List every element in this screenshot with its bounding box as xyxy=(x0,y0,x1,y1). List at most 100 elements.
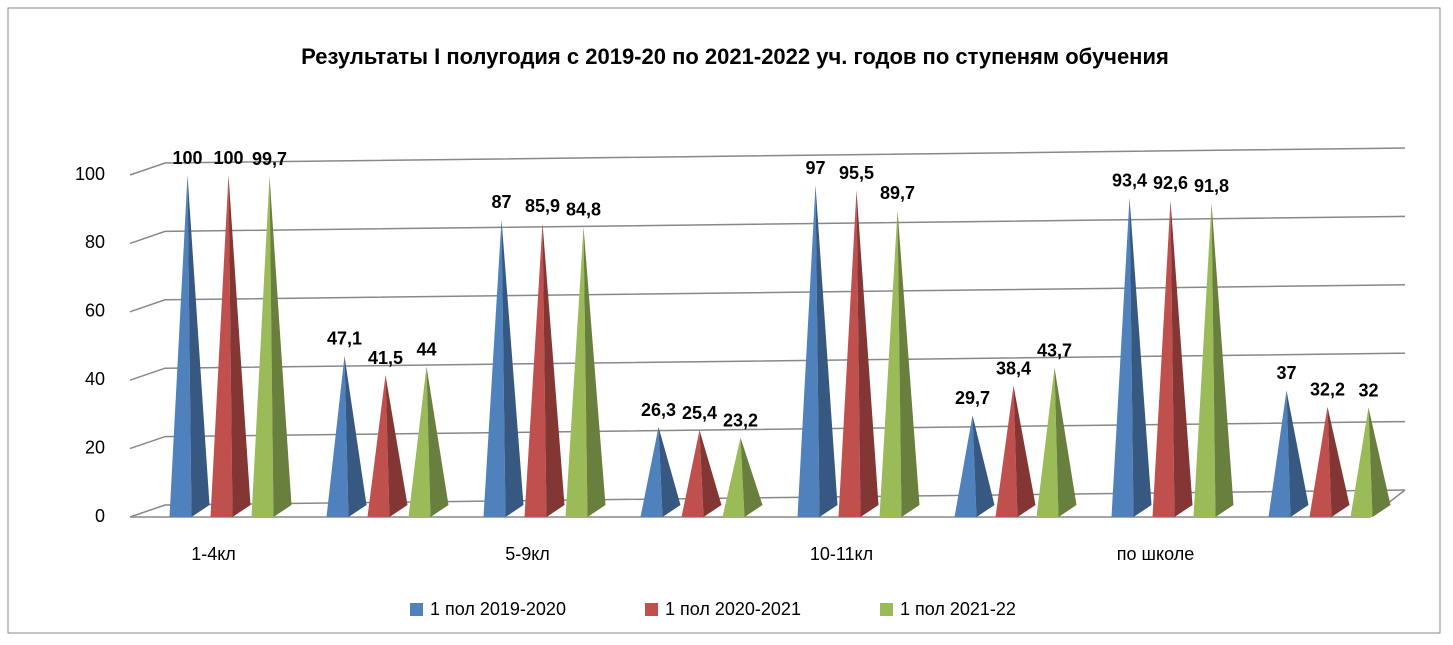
pyramid-face xyxy=(228,175,251,517)
pyramid xyxy=(797,185,838,517)
pyramid xyxy=(1350,407,1391,517)
pyramid xyxy=(1309,406,1350,517)
pyramid-face xyxy=(1036,367,1059,517)
pyramid-face xyxy=(640,427,663,517)
pyramid xyxy=(722,437,763,517)
pyramid-face xyxy=(501,219,524,517)
value-label: 92,6 xyxy=(1153,173,1188,193)
pyramid xyxy=(954,415,995,517)
pyramid-face xyxy=(699,430,722,517)
value-label: 23,2 xyxy=(723,410,758,430)
value-label: 32,2 xyxy=(1310,380,1345,400)
pyramid-face xyxy=(1309,406,1332,517)
x-tick-label: по школе xyxy=(1117,544,1194,564)
pyramid-face xyxy=(385,375,408,517)
pyramid xyxy=(838,190,879,517)
value-label: 97 xyxy=(805,158,825,178)
grid-line xyxy=(129,284,1406,313)
value-label: 26,3 xyxy=(641,400,676,420)
pyramid xyxy=(210,175,251,517)
x-tick-label: 5-9кл xyxy=(505,544,550,564)
pyramid-face xyxy=(251,176,274,517)
pyramid-face xyxy=(1286,390,1309,517)
pyramid-face xyxy=(483,219,506,517)
value-label: 47,1 xyxy=(327,329,362,349)
value-label: 93,4 xyxy=(1112,170,1147,190)
pyramid-face xyxy=(856,190,879,517)
legend-swatch xyxy=(410,603,423,616)
pyramid xyxy=(681,430,722,517)
pyramid-face xyxy=(565,226,588,517)
y-tick-label: 40 xyxy=(85,369,105,389)
pyramid-face xyxy=(995,385,1018,517)
value-label: 85,9 xyxy=(525,196,560,216)
pyramid-face xyxy=(838,190,861,517)
value-label: 43,7 xyxy=(1037,340,1072,360)
pyramid-face xyxy=(367,375,390,517)
pyramid xyxy=(524,223,565,518)
legend-label: 1 пол 2021-22 xyxy=(900,599,1016,619)
pyramid-face xyxy=(1350,407,1373,517)
y-tick-label: 80 xyxy=(85,232,105,252)
y-tick-label: 0 xyxy=(95,506,105,526)
pyramid xyxy=(565,226,606,517)
value-label: 44 xyxy=(416,339,436,359)
pyramid xyxy=(995,385,1036,517)
pyramid-face xyxy=(408,366,431,517)
value-label: 37 xyxy=(1276,363,1296,383)
pyramid-face xyxy=(1054,367,1077,517)
value-label: 32 xyxy=(1358,380,1378,400)
pyramid-face xyxy=(740,437,763,517)
pyramid-face xyxy=(972,415,995,517)
pyramid-face xyxy=(1152,200,1175,518)
value-label: 89,7 xyxy=(880,183,915,203)
pyramid-face xyxy=(1129,197,1152,517)
pyramid-face xyxy=(1111,197,1134,517)
chart-title: Результаты I полугодия с 2019-20 по 2021… xyxy=(301,44,1169,69)
pyramid xyxy=(879,210,920,517)
value-label: 41,5 xyxy=(368,348,403,368)
pyramid-face xyxy=(1368,407,1391,517)
pyramid xyxy=(1193,203,1234,517)
pyramid-face xyxy=(1170,200,1193,518)
pyramid xyxy=(1152,200,1193,518)
pyramid-face xyxy=(583,226,606,517)
y-tick-label: 20 xyxy=(85,437,105,457)
value-label: 84,8 xyxy=(566,200,601,220)
pyramid-face xyxy=(1268,390,1291,517)
value-label: 25,4 xyxy=(682,403,717,423)
legend-label: 1 пол 2019-2020 xyxy=(430,599,566,619)
pyramid-face xyxy=(797,185,820,517)
value-label: 100 xyxy=(172,148,202,168)
pyramid xyxy=(408,366,449,517)
pyramid xyxy=(251,176,292,517)
value-label: 100 xyxy=(213,148,243,168)
pyramid-face xyxy=(658,427,681,517)
pyramid-face xyxy=(524,223,547,518)
value-label: 38,4 xyxy=(996,358,1031,378)
pyramid-face xyxy=(210,175,233,517)
pyramid-face xyxy=(1327,406,1350,517)
value-label: 99,7 xyxy=(252,149,287,169)
legend-label: 1 пол 2020-2021 xyxy=(665,599,801,619)
pyramid xyxy=(367,375,408,517)
chart-border xyxy=(7,7,1441,634)
grid-line xyxy=(129,215,1406,245)
pyramid xyxy=(1111,197,1152,517)
pyramid-face xyxy=(722,437,745,517)
pyramid xyxy=(483,219,524,517)
pyramid-face xyxy=(326,355,349,517)
grid-line xyxy=(129,147,1406,176)
y-tick-label: 100 xyxy=(75,164,105,184)
pyramid-face xyxy=(681,430,704,517)
y-tick-label: 60 xyxy=(85,301,105,321)
pyramid-face xyxy=(269,176,292,517)
grid-line xyxy=(129,420,1406,450)
legend-swatch xyxy=(645,603,658,616)
pyramid xyxy=(1036,367,1077,517)
pyramid-face xyxy=(815,185,838,517)
pyramid-face xyxy=(426,366,449,517)
pyramid-face xyxy=(187,175,210,517)
